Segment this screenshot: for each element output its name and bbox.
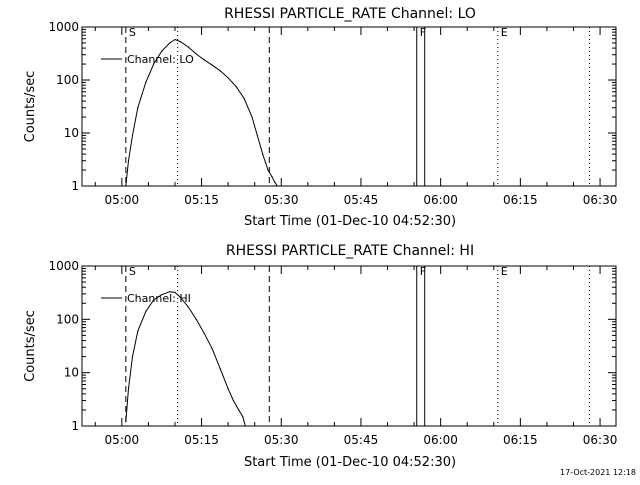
x-axis-label: Start Time (01-Dec-10 04:52:30) xyxy=(244,455,456,470)
series-point xyxy=(169,42,171,44)
x-tick-label: 05:30 xyxy=(264,193,299,207)
y-axis-label: Counts/sec xyxy=(23,71,38,143)
series-point xyxy=(174,291,176,293)
series-point xyxy=(161,50,163,52)
event-marker-label: S xyxy=(129,265,136,278)
x-tick-label: 06:30 xyxy=(583,193,618,207)
series-point xyxy=(267,169,269,171)
series-point xyxy=(243,97,245,99)
y-axis-label: Counts/sec xyxy=(23,310,38,382)
y-tick-label: 10 xyxy=(64,126,79,140)
x-tick-label: 06:30 xyxy=(583,433,618,447)
series-point xyxy=(251,116,253,118)
event-marker-label: F xyxy=(420,265,426,278)
x-tick-label: 05:45 xyxy=(344,193,379,207)
series-point xyxy=(131,134,134,137)
series-point xyxy=(242,416,244,418)
series-point xyxy=(125,421,127,423)
y-tick-label: 1 xyxy=(71,179,79,193)
series-point xyxy=(219,367,221,370)
series-point xyxy=(137,330,139,332)
series-point xyxy=(211,348,213,350)
x-tick-label: 05:15 xyxy=(184,193,219,207)
x-tick-label: 05:00 xyxy=(105,433,140,447)
y-tick-label: 1000 xyxy=(48,259,79,273)
series-point xyxy=(187,46,189,48)
series-point xyxy=(232,399,235,402)
y-tick-label: 100 xyxy=(56,73,79,87)
y-tick-label: 1000 xyxy=(48,20,79,34)
series-point xyxy=(179,296,181,298)
event-marker-label: F xyxy=(420,26,426,39)
chart-title: RHESSI PARTICLE_RATE Channel: HI xyxy=(226,243,474,259)
y-tick-label: 100 xyxy=(56,312,79,326)
legend-label: Channel: LO xyxy=(127,53,194,66)
chart-panel-hi: RHESSI PARTICLE_RATE Channel: HI 05:00 05:… xyxy=(23,243,617,470)
series-point xyxy=(153,299,155,301)
chart-title: RHESSI PARTICLE_RATE Channel: LO xyxy=(224,6,476,22)
plot-frame xyxy=(81,265,617,427)
x-tick-label: 06:15 xyxy=(503,433,538,447)
x-tick-label: 06:00 xyxy=(423,433,458,447)
series-point xyxy=(227,77,229,79)
legend-label: Channel: HI xyxy=(127,292,191,305)
x-tick-label: 05:45 xyxy=(344,433,379,447)
series-point xyxy=(174,38,176,41)
series-point xyxy=(271,176,273,178)
series-point xyxy=(125,185,127,187)
series-point xyxy=(161,294,163,296)
plot-frame xyxy=(81,26,617,187)
event-marker-label: E xyxy=(501,26,508,39)
series-point xyxy=(203,59,205,61)
series-point xyxy=(179,41,181,43)
series-point xyxy=(145,81,147,84)
timestamp-label: 17-Oct-2021 12:18 xyxy=(560,468,636,477)
chart-panel-lo: RHESSI PARTICLE_RATE Channel: LO 05:00 05:… xyxy=(23,6,617,229)
series-point xyxy=(203,332,205,334)
x-tick-label: 05:30 xyxy=(264,433,299,447)
series-point xyxy=(127,388,130,390)
y-tick-label: 1 xyxy=(71,419,79,433)
series-point xyxy=(227,388,229,390)
series-point xyxy=(137,107,139,109)
event-marker-label: S xyxy=(129,26,136,39)
event-marker-label: E xyxy=(501,265,508,278)
series-point xyxy=(262,153,264,155)
series-point xyxy=(127,160,130,162)
series-point xyxy=(145,310,147,313)
x-tick-label: 06:15 xyxy=(503,193,538,207)
x-axis-label: Start Time (01-Dec-10 04:52:30) xyxy=(244,214,456,229)
series-point xyxy=(235,86,237,88)
series-point xyxy=(187,306,189,308)
series-line xyxy=(125,291,246,427)
series-point xyxy=(256,134,258,137)
y-tick-label: 10 xyxy=(64,366,79,380)
series-point xyxy=(153,63,155,65)
series-point xyxy=(276,185,278,187)
series-point xyxy=(219,70,221,72)
series-point xyxy=(238,409,240,411)
series-point xyxy=(244,425,246,427)
series-point xyxy=(195,318,197,320)
x-tick-label: 06:00 xyxy=(423,193,458,207)
series-point xyxy=(195,53,197,55)
x-tick-label: 05:15 xyxy=(184,433,219,447)
series-point xyxy=(169,291,171,293)
series-point xyxy=(274,181,276,183)
series-point xyxy=(131,356,134,358)
series-point xyxy=(211,64,213,66)
x-tick-label: 05:00 xyxy=(105,193,140,207)
